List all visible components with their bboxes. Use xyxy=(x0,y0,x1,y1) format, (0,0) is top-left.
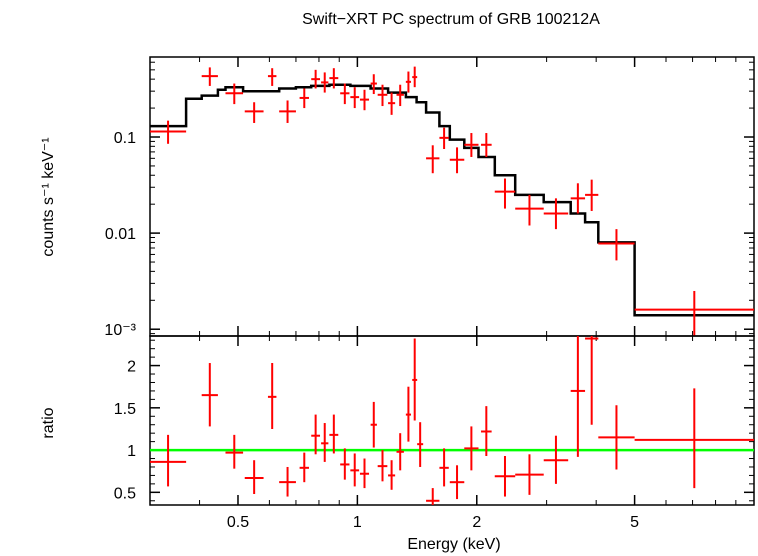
ratio-data-point xyxy=(388,460,396,490)
spectrum-frame xyxy=(149,56,755,337)
ratio-data-point xyxy=(396,433,404,471)
ratio-data-point xyxy=(405,386,411,442)
spectrum-data-point xyxy=(439,127,449,150)
ratio-data-point xyxy=(299,452,309,483)
ratio-data-point xyxy=(515,454,544,495)
spectrum-data-point xyxy=(634,290,754,336)
spectrum-data-point xyxy=(279,100,296,123)
ratio-data-point xyxy=(439,448,449,487)
ratio-data-point xyxy=(225,434,244,469)
spectrum-data-point xyxy=(359,89,370,111)
ratio-data-point xyxy=(426,488,440,505)
ratio-data-point xyxy=(598,405,635,470)
x-tick-label: 1 xyxy=(353,514,362,531)
x-tick-label: 2 xyxy=(472,514,481,531)
spectrum-data-point xyxy=(150,120,187,144)
spectrum-data-point xyxy=(225,83,244,105)
ratio-panel: 0.5 1 2 5 0.5 1 1.5 2 xyxy=(114,335,755,531)
spectrum-data-point xyxy=(396,84,404,107)
spectrum-data-point xyxy=(329,68,339,89)
spectrum-data-point xyxy=(299,88,309,109)
spectrum-data-point xyxy=(449,147,465,174)
ratio-data-point xyxy=(543,435,569,484)
ratio-data-point xyxy=(311,414,321,455)
ratio-data-point xyxy=(634,388,754,489)
spectrum-data-point xyxy=(515,194,544,226)
ratio-data-point xyxy=(481,406,492,456)
ratio-data-point xyxy=(370,401,377,448)
spectrum-data-point xyxy=(377,84,388,107)
chart-title: Swift−XRT PC spectrum of GRB 100212A xyxy=(302,11,600,28)
ratio-y-tick-label: 1.5 xyxy=(114,401,136,418)
x-axis-label: Energy (keV) xyxy=(407,536,500,553)
ratio-data-point xyxy=(150,434,187,487)
spectrum-data-point xyxy=(570,183,586,214)
spectrum-data-point xyxy=(267,68,277,86)
spectrum-data-point xyxy=(464,133,479,157)
ratio-data-point xyxy=(359,458,370,489)
ratio-data-point xyxy=(412,338,418,421)
ratio-data-point xyxy=(279,466,296,497)
ratio-y-tick-label: 1 xyxy=(127,443,136,460)
spectrum-y-tick-label: 0.1 xyxy=(114,130,136,147)
spectrum-data-point xyxy=(311,69,321,89)
spectrum-data-point xyxy=(388,92,396,115)
spectrum-data-point xyxy=(494,178,516,209)
spectrum-data-point xyxy=(412,66,418,88)
spectrum-y-tick-label: 10⁻³ xyxy=(104,322,136,339)
ratio-data-point xyxy=(377,450,388,482)
ratio-data-point xyxy=(494,455,516,497)
model-step-line xyxy=(150,83,754,317)
spectrum-data-point xyxy=(585,179,599,211)
spectrum-data-point xyxy=(598,229,635,261)
ratio-data-point xyxy=(585,336,599,425)
ratio-y-axis-label: ratio xyxy=(40,407,57,438)
ratio-data-point xyxy=(350,453,360,487)
spectrum-panel: 0.1 0.01 10⁻³ xyxy=(104,56,755,339)
ratio-data-point xyxy=(321,423,329,462)
ratio-data-point xyxy=(267,363,277,429)
spectrum-y-axis-label: counts s⁻¹ keV⁻¹ xyxy=(40,137,57,256)
ratio-data-point xyxy=(329,414,339,454)
ratio-data-point xyxy=(244,460,264,495)
x-tick-label: 0.5 xyxy=(227,514,249,531)
spectrum-data-point xyxy=(370,74,377,95)
ratio-data-point xyxy=(417,422,424,467)
ratio-data-point xyxy=(464,426,479,471)
ratio-y-tick-label: 0.5 xyxy=(114,485,136,502)
spectrum-data-point xyxy=(481,133,492,157)
ratio-data-point xyxy=(340,448,350,480)
ratio-data-point xyxy=(201,363,218,427)
spectrum-data-point xyxy=(350,87,360,109)
ratio-data-point xyxy=(570,336,586,457)
spectrum-data-point xyxy=(201,67,218,86)
spectrum-data-point xyxy=(321,72,329,93)
spectrum-data-point xyxy=(244,102,264,123)
ratio-y-tick-label: 2 xyxy=(127,359,136,376)
spectrum-data-point xyxy=(543,198,569,230)
ratio-data-point xyxy=(449,465,465,500)
spectrum-data-point xyxy=(426,145,440,174)
ratio-frame xyxy=(149,335,755,506)
x-tick-label: 5 xyxy=(630,514,639,531)
spectrum-y-tick-label: 0.01 xyxy=(105,226,136,243)
spectrum-data-point xyxy=(405,71,411,93)
spectrum-data-point xyxy=(340,83,350,105)
